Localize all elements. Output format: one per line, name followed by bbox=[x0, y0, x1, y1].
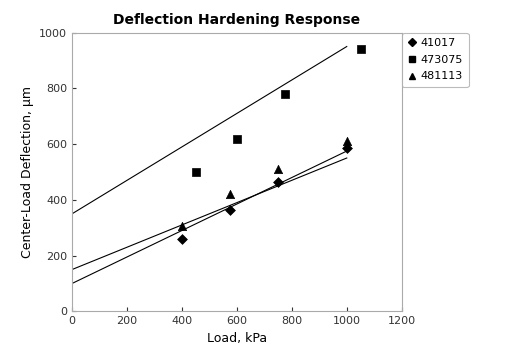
Point bbox=[233, 136, 241, 142]
X-axis label: Load, kPa: Load, kPa bbox=[207, 332, 267, 345]
Point bbox=[342, 146, 351, 151]
Point bbox=[274, 179, 282, 185]
Point bbox=[356, 46, 365, 52]
Title: Deflection Hardening Response: Deflection Hardening Response bbox=[113, 13, 360, 27]
Point bbox=[178, 236, 186, 242]
Legend: 41017, 473075, 481113: 41017, 473075, 481113 bbox=[402, 33, 469, 87]
Point bbox=[342, 138, 351, 144]
Point bbox=[226, 207, 234, 212]
Point bbox=[281, 91, 289, 97]
Point bbox=[274, 166, 282, 172]
Y-axis label: Center-Load Deflection, μm: Center-Load Deflection, μm bbox=[21, 86, 33, 258]
Point bbox=[226, 191, 234, 197]
Point bbox=[192, 169, 200, 175]
Point bbox=[178, 223, 186, 229]
